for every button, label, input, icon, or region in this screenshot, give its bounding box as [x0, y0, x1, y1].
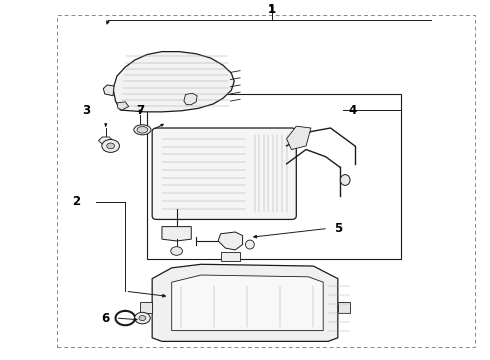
Circle shape — [135, 312, 150, 324]
Ellipse shape — [137, 127, 148, 133]
Polygon shape — [117, 102, 129, 110]
Polygon shape — [113, 51, 234, 112]
Text: 2: 2 — [73, 195, 80, 208]
Polygon shape — [172, 275, 323, 330]
Ellipse shape — [245, 240, 254, 249]
Polygon shape — [162, 226, 191, 241]
Bar — [147, 94, 401, 259]
Text: 7: 7 — [136, 104, 144, 117]
Polygon shape — [140, 302, 152, 313]
Polygon shape — [103, 85, 114, 96]
Ellipse shape — [340, 175, 350, 185]
FancyBboxPatch shape — [152, 128, 296, 220]
Polygon shape — [287, 126, 311, 149]
Circle shape — [139, 316, 146, 320]
Polygon shape — [152, 264, 338, 341]
Text: 3: 3 — [82, 104, 90, 117]
Polygon shape — [98, 137, 113, 144]
Text: 1: 1 — [268, 5, 276, 15]
Circle shape — [107, 143, 115, 149]
Polygon shape — [338, 302, 350, 313]
Polygon shape — [218, 232, 243, 250]
Text: 4: 4 — [348, 104, 357, 117]
Text: 6: 6 — [101, 311, 110, 325]
Bar — [220, 252, 240, 261]
Ellipse shape — [134, 125, 151, 135]
Text: 1: 1 — [268, 3, 276, 16]
Polygon shape — [184, 93, 197, 105]
Circle shape — [102, 139, 120, 152]
Bar — [57, 15, 475, 347]
Text: 5: 5 — [334, 222, 342, 235]
Circle shape — [171, 247, 182, 255]
